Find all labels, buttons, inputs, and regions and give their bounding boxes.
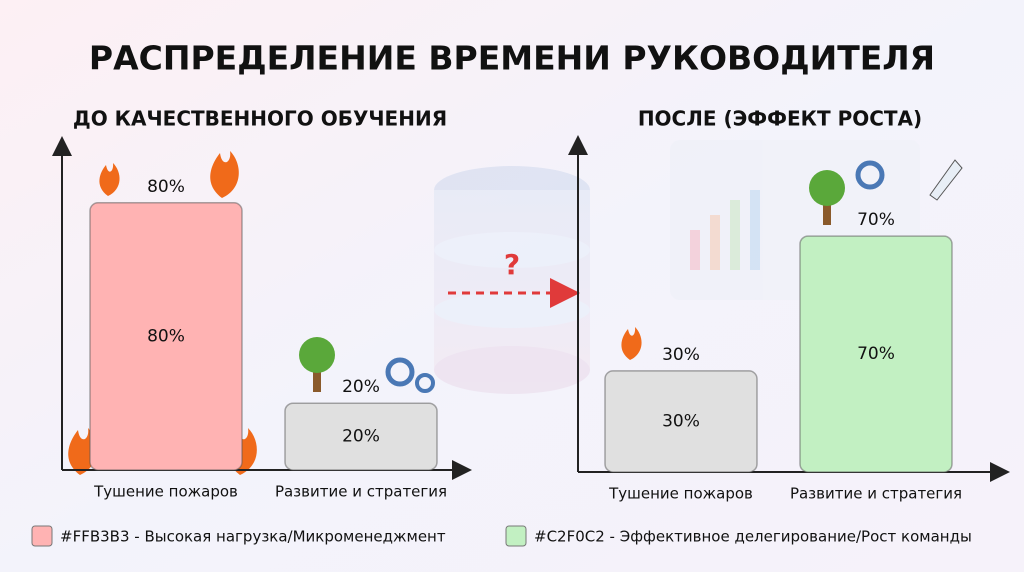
page-title: РАСПРЕДЕЛЕНИЕ ВРЕМЕНИ РУКОВОДИТЕЛЯ (89, 39, 935, 78)
bar (89, 202, 243, 471)
bar (604, 370, 758, 473)
value-label-inside: 70% (857, 344, 895, 364)
legend-swatch (505, 525, 527, 547)
value-label-top: 70% (857, 210, 895, 230)
x-tick-label: Развитие и стратегия (275, 483, 447, 501)
bar (284, 402, 438, 471)
legend-label: #C2F0C2 - Эффективное делегирование/Рост… (534, 528, 972, 546)
value-label-top: 20% (342, 377, 380, 397)
chart-subtitle: ДО КАЧЕСТВЕННОГО ОБУЧЕНИЯ (73, 107, 447, 131)
legend-swatch (31, 525, 53, 547)
x-tick-label: Тушение пожаров (608, 485, 753, 503)
value-label-inside: 30% (662, 411, 700, 431)
value-label-inside: 80% (147, 326, 185, 346)
chart-subtitle: ПОСЛЕ (ЭФФЕКТ РОСТА) (638, 107, 922, 131)
legend-label: #FFB3B3 - Высокая нагрузка/Микроменеджме… (60, 528, 446, 546)
x-tick-label: Тушение пожаров (93, 483, 238, 501)
value-label-top: 30% (662, 345, 700, 365)
value-label-inside: 20% (342, 427, 380, 447)
bar (799, 235, 953, 473)
x-tick-label: Развитие и стратегия (790, 485, 962, 503)
value-label-top: 80% (147, 177, 185, 197)
question-mark: ? (504, 248, 520, 281)
